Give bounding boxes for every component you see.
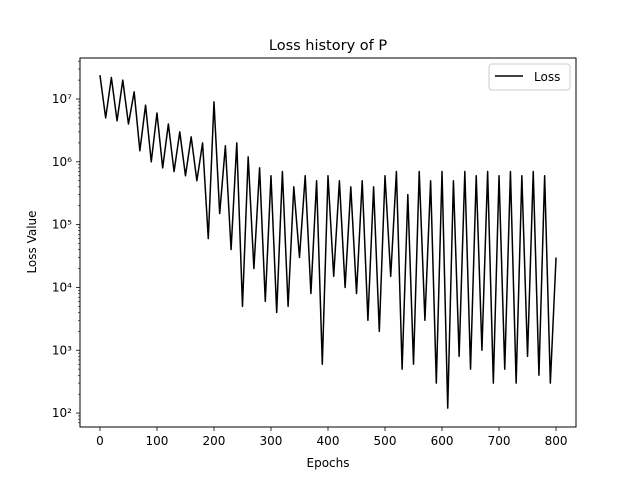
x-tick-label: 100 [146,434,169,448]
x-tick-label: 600 [431,434,454,448]
x-axis-ticks: 0 100 200 300 400 500 600 700 800 [96,427,567,448]
y-tick-label: 10² [52,406,72,420]
y-axis-ticks: 10² 10³ 10⁴ 10⁵ 10⁶ 10⁷ [52,60,80,424]
y-tick-label: 10⁶ [52,155,72,169]
series-line-loss [99,75,557,409]
x-tick-label: 700 [488,434,511,448]
y-tick-label: 10³ [52,343,72,357]
y-tick-label: 10⁷ [52,92,72,106]
chart-title: Loss history of P [269,38,387,54]
plot-area [99,75,557,409]
y-tick-label: 10⁵ [52,218,72,232]
legend: Loss [488,63,571,91]
legend-box [488,63,571,91]
x-tick-label: 500 [374,434,397,448]
y-tick-label: 10⁴ [52,280,72,294]
x-tick-label: 300 [260,434,283,448]
legend-label-loss: Loss [534,70,560,84]
x-tick-label: 800 [545,434,568,448]
x-tick-label: 400 [317,434,340,448]
plot-frame [79,57,577,428]
y-axis-label: Loss Value [25,210,39,273]
x-axis-label: Epochs [307,456,350,470]
x-tick-label: 200 [203,434,226,448]
x-tick-label: 0 [96,434,104,448]
